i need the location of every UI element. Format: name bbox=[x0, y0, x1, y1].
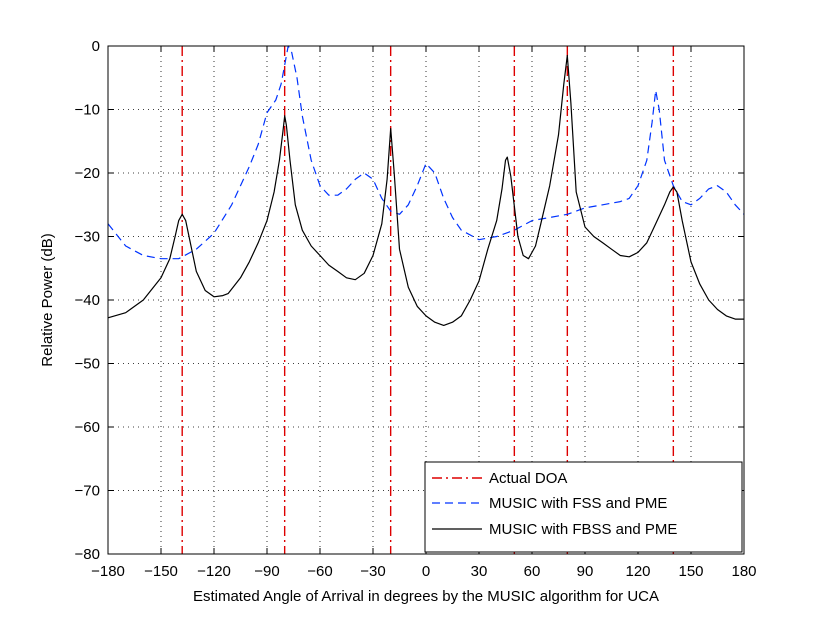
legend-label-fss: MUSIC with FSS and PME bbox=[489, 495, 667, 512]
y-tick-label: −10 bbox=[75, 102, 100, 119]
y-tick-label: −40 bbox=[75, 292, 100, 309]
x-tick-label: −150 bbox=[144, 563, 178, 580]
series-layer bbox=[107, 45, 745, 326]
x-tick-label: 60 bbox=[524, 563, 541, 580]
y-tick-label: −30 bbox=[75, 229, 100, 246]
legend-label-actual-doa: Actual DOA bbox=[489, 470, 567, 487]
x-tick-label: 120 bbox=[625, 563, 650, 580]
x-tick-label: −120 bbox=[197, 563, 231, 580]
grid bbox=[108, 46, 744, 554]
x-tick-label: −180 bbox=[91, 563, 125, 580]
x-tick-label: −60 bbox=[307, 563, 332, 580]
y-tick-label: −60 bbox=[75, 419, 100, 436]
tick-labels: −180 −150 −120 −90 −60 −30 0 30 60 90 120 150 180 0 −1… bbox=[75, 38, 757, 580]
series-fss-line bbox=[107, 45, 745, 260]
legend-box bbox=[424, 461, 743, 553]
x-tick-label: −30 bbox=[360, 563, 385, 580]
y-tick-label: −20 bbox=[75, 165, 100, 182]
x-axis-label: Estimated Angle of Arrival in degrees by… bbox=[193, 588, 659, 605]
x-tick-label: −90 bbox=[254, 563, 279, 580]
x-tick-label: 90 bbox=[577, 563, 594, 580]
legend: Actual DOA MUSIC with FSS and PME MUSIC … bbox=[424, 461, 743, 553]
y-axis-label: Relative Power (dB) bbox=[39, 233, 56, 366]
y-tick-label: 0 bbox=[92, 38, 100, 55]
plot-frame bbox=[107, 45, 745, 555]
y-tick-label: −80 bbox=[75, 546, 100, 563]
x-tick-label: 180 bbox=[731, 563, 756, 580]
series-fbss-line bbox=[107, 54, 744, 326]
x-tick-label: 30 bbox=[471, 563, 488, 580]
x-tick-label: 150 bbox=[678, 563, 703, 580]
y-tick-label: −70 bbox=[75, 483, 100, 500]
legend-label-fbss: MUSIC with FBSS and PME bbox=[489, 521, 677, 538]
x-tick-label: 0 bbox=[422, 563, 430, 580]
y-tick-label: −50 bbox=[75, 356, 100, 373]
